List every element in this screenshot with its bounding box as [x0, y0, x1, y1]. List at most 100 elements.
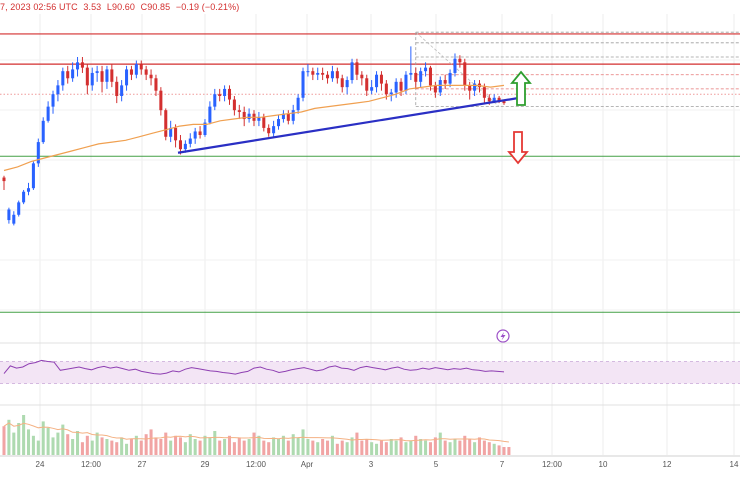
volume-bar — [227, 435, 232, 455]
date-label: 7, 2023 02:56 UTC — [0, 2, 78, 12]
candle-body — [340, 78, 344, 88]
candle-body — [247, 113, 251, 120]
time-tick-label: 12:00 — [542, 460, 563, 469]
candle-body — [149, 74, 153, 79]
close-value: C90.85 — [140, 2, 171, 12]
volume-bar — [267, 442, 271, 455]
volume-bar — [41, 421, 45, 455]
candle-body — [487, 97, 491, 102]
candle-body — [183, 143, 187, 150]
open-value: 3.53 — [83, 2, 102, 12]
volume-bar — [311, 440, 315, 455]
volume-bar — [134, 435, 138, 455]
candle-body — [355, 62, 359, 75]
candle-body — [17, 202, 21, 215]
candle-body — [276, 119, 281, 127]
candle-body — [399, 81, 403, 91]
volume-bar — [330, 435, 334, 455]
candle-body — [46, 106, 50, 121]
time-tick-label: 24 — [36, 460, 45, 469]
candle-body — [311, 71, 315, 75]
candle-body — [350, 62, 354, 81]
candle-body — [458, 58, 462, 63]
candle-body — [365, 78, 369, 91]
volume-bar — [394, 440, 398, 455]
fib-diagonal-line — [415, 31, 500, 107]
candle-body — [409, 72, 413, 75]
volume-bar — [159, 439, 163, 455]
volume-bar — [218, 440, 222, 455]
candle-body — [237, 110, 241, 112]
candle-body — [463, 62, 467, 86]
volume-bar — [76, 431, 80, 455]
candle-body — [227, 88, 232, 100]
rsi-line — [3, 359, 505, 375]
candle-body — [379, 74, 383, 84]
volume-bar — [345, 442, 349, 455]
candle-body — [174, 127, 178, 141]
time-tick-label: 14 — [730, 460, 739, 469]
candle-body — [26, 188, 31, 192]
candle-body — [159, 90, 163, 111]
volume-bar — [208, 437, 212, 455]
volume-bar — [477, 437, 482, 455]
volume-bar — [144, 434, 148, 455]
candle-body — [7, 209, 11, 221]
volume-bar — [414, 435, 418, 455]
volume-bar — [7, 419, 11, 455]
volume-bar — [502, 447, 506, 455]
low-value: L90.60 — [106, 2, 136, 12]
candle-body — [281, 113, 285, 120]
candle-body — [316, 72, 320, 75]
candle-body — [61, 71, 65, 86]
lightning-icon — [500, 332, 506, 341]
volume-bar — [26, 429, 31, 455]
candle-body — [296, 97, 300, 111]
candle-body — [330, 71, 334, 79]
volume-bar — [164, 432, 168, 455]
volume-bar — [61, 424, 65, 455]
candle-body — [208, 106, 212, 123]
candle-body — [321, 72, 325, 75]
candle-body — [164, 110, 168, 137]
time-tick-label: 3 — [369, 460, 374, 469]
ohlc-header: 7, 2023 02:56 UTC 3.53 L90.60 C90.85 −0.… — [0, 2, 242, 12]
volume-bar — [281, 435, 285, 455]
candle-body — [31, 163, 35, 189]
volume-bar — [203, 435, 207, 455]
candle-body — [419, 71, 423, 82]
candle-body — [76, 62, 80, 70]
time-tick-label: 12:00 — [81, 460, 102, 469]
candle-body — [100, 71, 104, 82]
candle-body — [41, 120, 45, 143]
volume-bar — [428, 442, 432, 455]
candle-body — [232, 99, 236, 111]
volume-bar — [237, 437, 241, 455]
candle-body — [2, 177, 6, 182]
volume-bar — [443, 440, 447, 455]
volume-bar — [193, 439, 197, 455]
volume-bar — [296, 437, 300, 455]
volume-bar — [370, 442, 374, 455]
volume-bar — [384, 442, 388, 455]
candle-body — [326, 74, 330, 79]
volume-bar — [178, 437, 182, 455]
volume-bar — [404, 442, 408, 455]
candle-body — [497, 97, 501, 102]
volume-bar — [257, 435, 261, 455]
candle-body — [394, 81, 398, 93]
candle-body — [110, 69, 114, 82]
candle-body — [384, 83, 388, 95]
volume-bar — [360, 440, 364, 455]
candle-body — [414, 72, 418, 82]
candle-body — [242, 111, 246, 120]
volume-bar — [174, 435, 178, 455]
candle-body — [193, 131, 197, 139]
candle-body — [301, 71, 305, 98]
volume-bar — [80, 442, 84, 455]
volume-bar — [355, 432, 359, 455]
volume-bar — [468, 439, 472, 455]
candle-body — [443, 80, 447, 84]
